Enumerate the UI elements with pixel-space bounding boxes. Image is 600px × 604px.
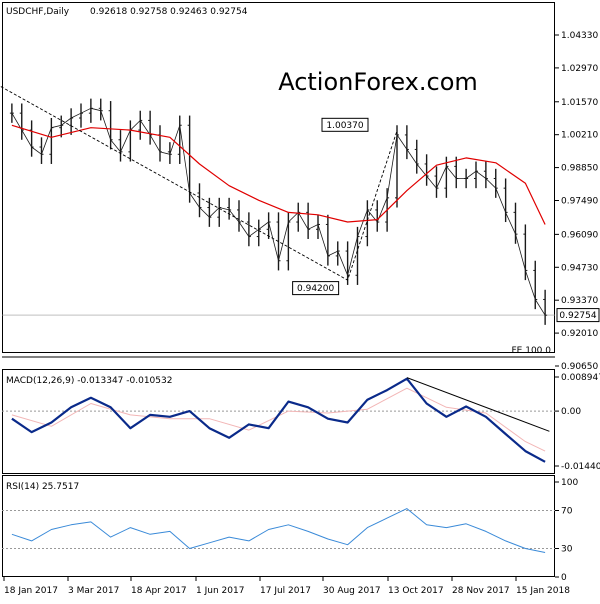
price-tick-label-0.90650: 0.90650 xyxy=(561,362,598,372)
time-tick-label-3: 1 Jun 2017 xyxy=(196,586,244,596)
macd-tick-label-0.008947: 0.008947 xyxy=(561,373,600,383)
macd-tick-label-0.00: 0.00 xyxy=(561,407,581,417)
symbol-label: USDCHF,Daily xyxy=(6,7,70,17)
price-series xyxy=(0,85,548,325)
macd-panel-frame xyxy=(2,369,555,474)
swing-low-label: 0.94200 xyxy=(297,284,334,294)
fib-extension-label: FE 100.0 xyxy=(512,346,552,356)
watermark-text: ActionForex.com xyxy=(278,68,478,96)
price-axis: 1.04330 1.02970 1.01570 1.00210 0.98850 0.974… xyxy=(555,31,598,372)
rsi-label: RSI(14) 25.7517 xyxy=(6,482,79,492)
time-tick-label-2: 18 Apr 2017 xyxy=(131,586,187,596)
swing-low-label-box xyxy=(292,281,340,296)
moving-average-line xyxy=(11,124,546,225)
macd-label: MACD(12,26,9) -0.013347 -0.010532 xyxy=(6,376,172,386)
rsi-series xyxy=(2,508,555,553)
rsi-axis: 100 70 30 0 xyxy=(555,478,578,583)
macd-series xyxy=(2,377,555,463)
price-tick-label-0.94730: 0.94730 xyxy=(561,263,598,273)
macd-trendline xyxy=(406,377,550,432)
current-price-text: 0.92754 xyxy=(559,311,596,321)
price-trendline xyxy=(0,85,398,281)
macd-main-line xyxy=(11,377,546,463)
time-tick-label-4: 17 Jul 2017 xyxy=(260,586,311,596)
price-tick-label-1.00210: 1.00210 xyxy=(561,131,598,141)
rsi-tick-label-70: 70 xyxy=(561,507,573,517)
time-tick-label-7: 28 Nov 2017 xyxy=(452,586,510,596)
price-tick-label-1.01570: 1.01570 xyxy=(561,98,598,108)
time-tick-label-1: 3 Mar 2017 xyxy=(68,586,119,596)
price-tick-label-0.98850: 0.98850 xyxy=(561,164,598,174)
swing-high-label-box xyxy=(321,117,369,132)
rsi-tick-label-0: 0 xyxy=(561,573,567,583)
swing-high-label: 1.00370 xyxy=(326,121,363,131)
time-tick-label-0: 18 Jan 2017 xyxy=(4,586,58,596)
price-tick-label-1.02970: 1.02970 xyxy=(561,64,598,74)
macd-axis: 0.008947 0.00 -0.014408 xyxy=(555,373,600,472)
price-tick-label-0.92010: 0.92010 xyxy=(561,329,598,339)
rsi-tick-label-30: 30 xyxy=(561,545,573,555)
time-tick-label-5: 30 Aug 2017 xyxy=(323,586,381,596)
time-tick-label-6: 13 Oct 2017 xyxy=(388,586,444,596)
price-tick-label-0.93370: 0.93370 xyxy=(561,296,598,306)
rsi-panel-frame xyxy=(2,475,555,577)
current-price-tag xyxy=(556,308,600,323)
price-panel-frame xyxy=(2,2,555,353)
price-tick-label-0.96090: 0.96090 xyxy=(561,230,598,240)
time-axis: 18 Jan 2017 3 Mar 2017 18 Apr 2017 1 Jun 20… xyxy=(3,577,570,596)
rsi-line xyxy=(11,508,546,553)
ohlc-values: 0.92618 0.92758 0.92463 0.92754 xyxy=(90,7,248,17)
price-close-line xyxy=(11,107,546,316)
price-tick-label-0.97490: 0.97490 xyxy=(561,197,598,207)
macd-tick-label--0.014408: -0.014408 xyxy=(561,462,600,472)
time-tick-label-8: 15 Jan 2018 xyxy=(516,586,570,596)
rsi-tick-label-100: 100 xyxy=(561,478,578,488)
price-tick-label-1.04330: 1.04330 xyxy=(561,31,598,41)
